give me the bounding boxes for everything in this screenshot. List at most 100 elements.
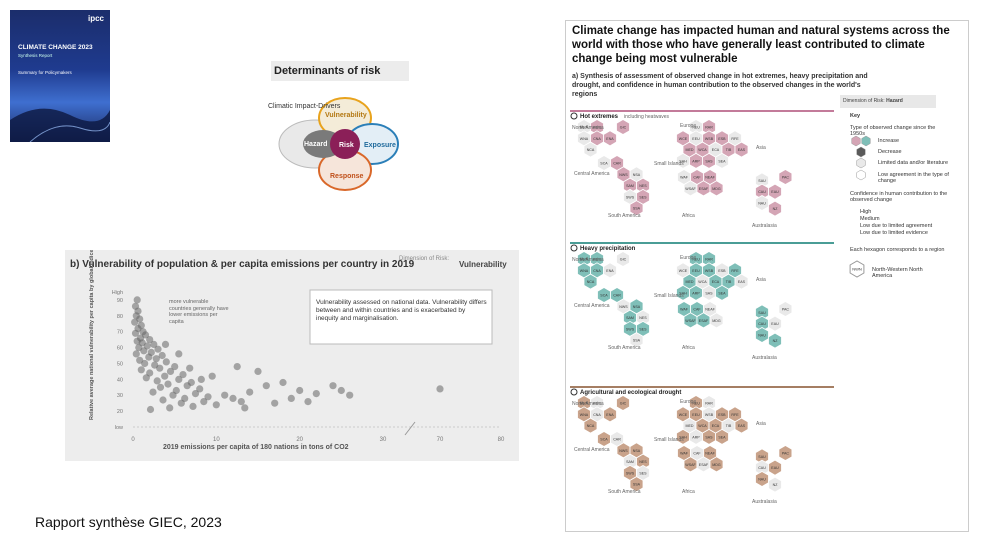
region-code: WSB <box>705 137 714 141</box>
scatter-point <box>204 393 212 401</box>
region-code: SAS <box>705 291 713 295</box>
cover-title: CLIMATE CHANGE 2023 <box>18 44 93 51</box>
region-code: ESB <box>718 137 726 141</box>
region-code: ENA <box>606 269 614 273</box>
response-label: Response <box>330 173 364 180</box>
scatter-point <box>141 359 149 368</box>
region-code: NWN <box>580 126 589 130</box>
region-code: CAR <box>613 294 621 298</box>
region-code: EAU <box>771 466 779 470</box>
dimension-of-risk: Dimension of Risk: <box>843 98 885 104</box>
region-hexagon <box>755 172 769 189</box>
continent-label: Central America <box>574 303 610 309</box>
continent-label: Europe <box>680 255 696 261</box>
scatter-point <box>346 391 354 399</box>
region-code: SES <box>639 195 647 199</box>
region-hexagon <box>755 304 769 321</box>
continent-label: Europe <box>680 399 696 405</box>
continent-label: South America <box>608 345 641 351</box>
dimension-of-risk-label: Dimension of Risk: <box>399 256 450 262</box>
region-code: MED <box>686 424 694 428</box>
vulnerability-emissions-panel: b) Vulnerability of population & per cap… <box>65 250 519 461</box>
risk-label: Risk <box>339 142 354 149</box>
region-hexagon <box>603 406 617 423</box>
region-code: SEA <box>718 291 726 295</box>
region-hexagon <box>778 169 793 185</box>
region-code: MDG <box>712 319 721 323</box>
vulnerability-label: Vulnerability <box>325 112 367 119</box>
region-hexagon <box>715 152 729 169</box>
y-tick-label: 90 <box>117 298 123 304</box>
region-code: NWS <box>619 305 628 309</box>
region-code: ECA <box>712 148 720 152</box>
key-conf-high: High <box>860 209 872 215</box>
scatter-point <box>233 363 241 371</box>
region-code: NSA <box>633 173 641 177</box>
region-code: SAM <box>626 460 634 464</box>
region-code: ESB <box>718 269 726 273</box>
scatter-point <box>296 386 304 395</box>
region-code: ARP <box>692 435 700 439</box>
region-code: NCA <box>587 148 595 152</box>
key-low-agreement: Low agreement in the type of change <box>878 172 949 184</box>
region-code: NSA <box>633 305 641 309</box>
region-code: EAU <box>771 322 779 326</box>
region-code: EAS <box>738 280 746 284</box>
continent-label: North America <box>572 401 604 407</box>
region-code: TIB <box>726 148 732 152</box>
section-icon <box>570 388 578 396</box>
region-hexagon <box>616 251 630 267</box>
continent-label: Central America <box>574 447 610 453</box>
scatter-point <box>161 372 169 380</box>
scatter-point <box>133 296 141 304</box>
caption: Rapport synthèse GIEC, 2023 <box>35 514 222 530</box>
x-tick-label: 30 <box>380 437 387 443</box>
region-code: NAU <box>758 201 766 205</box>
region-code: CAF <box>693 452 701 456</box>
region-code: SAS <box>705 435 713 439</box>
scatter-point <box>241 404 249 412</box>
y-tick-label: 50 <box>117 361 123 367</box>
region-hexagon <box>702 395 716 411</box>
region-code: WCE <box>679 269 688 273</box>
region-code: WCA <box>698 280 707 284</box>
scatter-point <box>196 385 204 393</box>
region-code: EAS <box>738 424 746 428</box>
panel-b-title: b) Vulnerability of population & per cap… <box>70 259 415 270</box>
key-title: Key <box>850 113 861 119</box>
region-code: SAU <box>758 455 766 459</box>
exposure-label: Exposure <box>364 142 396 149</box>
region-hexagon <box>702 119 716 135</box>
region-code: WAF <box>680 176 689 180</box>
x-tick-label: 10 <box>213 437 220 443</box>
region-code: EEU <box>692 269 700 273</box>
region-code: NCA <box>587 280 595 284</box>
region-code: RAR <box>705 258 713 262</box>
continent-label: Africa <box>682 489 695 495</box>
region-code: GIC <box>620 258 627 262</box>
legend-nwn-code: NWN <box>852 267 862 272</box>
region-code: SAH <box>679 159 687 163</box>
region-code: SWS <box>626 327 635 331</box>
continent-label: Africa <box>682 345 695 351</box>
scatter-point <box>161 340 170 348</box>
region-hexagon <box>734 141 749 158</box>
region-code: NWN <box>580 402 589 406</box>
scatter-point <box>166 404 174 412</box>
region-code: CAU <box>758 190 766 194</box>
cover-subtitle: Synthesis Report <box>18 53 53 58</box>
region-code: ECA <box>712 424 720 428</box>
region-code: CNA <box>593 269 601 273</box>
climatic-drivers-label: Climatic Impact-Drivers <box>268 103 341 110</box>
continent-label: Asia <box>756 277 766 283</box>
scatter-point <box>212 401 220 409</box>
region-code: TIB <box>726 280 732 284</box>
region-code: NEU <box>692 402 700 406</box>
region-code: MDG <box>712 463 721 467</box>
scatter-point <box>175 375 183 383</box>
legend-hex <box>856 146 866 158</box>
region-code: SES <box>639 471 647 475</box>
scatter-point <box>337 386 345 395</box>
scatter-point <box>179 371 187 379</box>
region-code: ESAF <box>699 319 709 323</box>
